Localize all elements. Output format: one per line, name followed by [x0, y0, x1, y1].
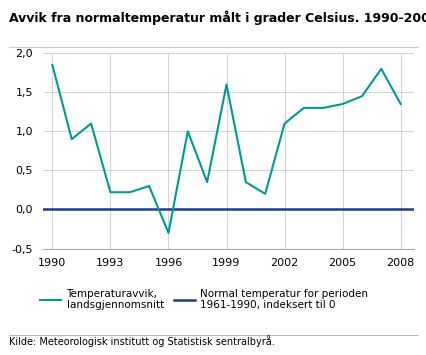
Text: Kilde: Meteorologisk institutt og Statistisk sentralbyrå.: Kilde: Meteorologisk institutt og Statis… [9, 335, 273, 347]
Legend: Temperaturavvik,
landsgjennomsnitt, Normal temperatur for perioden
1961-1990, in: Temperaturavvik, landsgjennomsnitt, Norm… [40, 289, 367, 311]
Text: Avvik fra normaltemperatur målt i grader Celsius. 1990-2008: Avvik fra normaltemperatur målt i grader… [9, 11, 426, 25]
